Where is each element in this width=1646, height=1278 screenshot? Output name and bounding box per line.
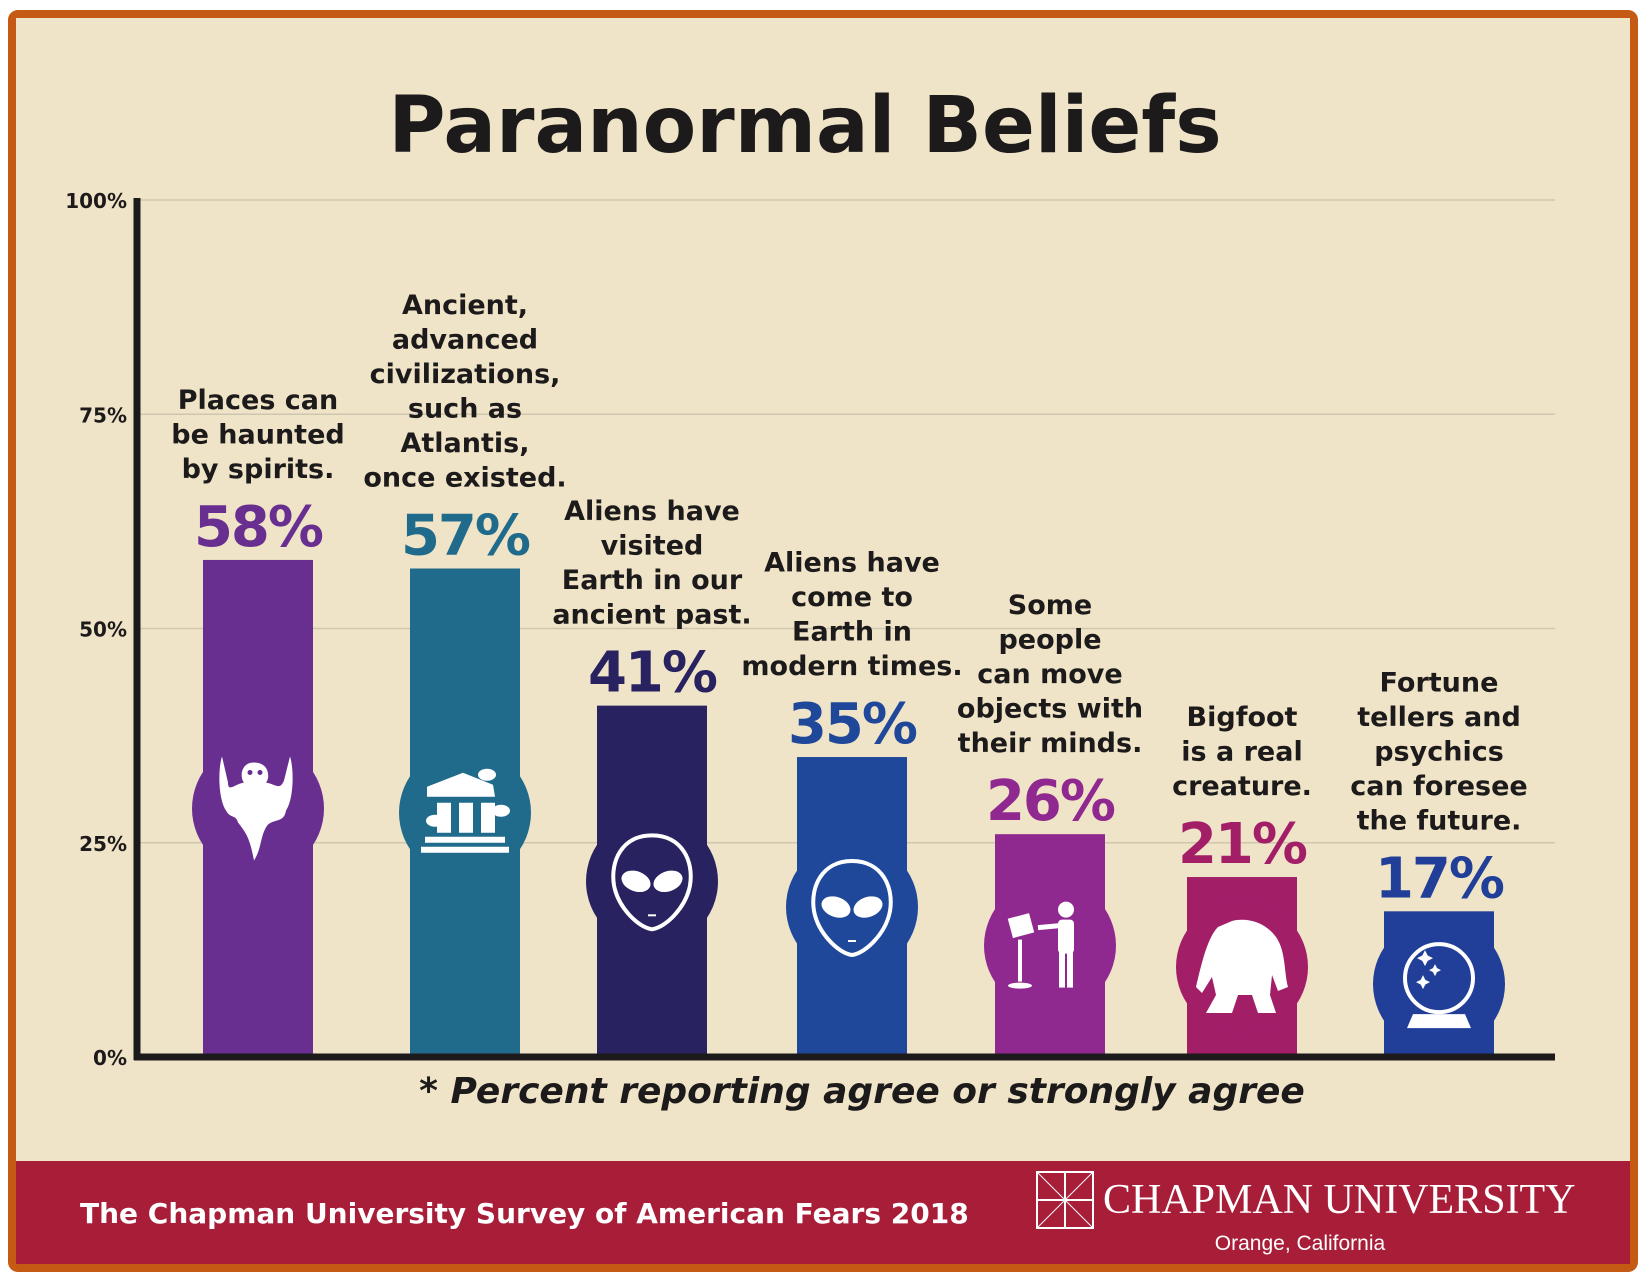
category-label: visited <box>601 531 704 562</box>
category-label: advanced <box>392 325 538 356</box>
category-label: ancient past. <box>552 600 751 631</box>
category-label: Atlantis, <box>401 428 530 459</box>
category-label: objects with <box>957 694 1143 725</box>
category-label: Earth in our <box>562 565 743 596</box>
value-label: 58% <box>194 495 323 560</box>
ghost-eye <box>257 769 263 775</box>
category-label: can move <box>977 659 1122 690</box>
person-arm <box>1037 923 1061 931</box>
temple-step <box>425 836 505 843</box>
sparkle-icon <box>1416 975 1430 990</box>
alien-head <box>611 833 693 932</box>
icon-badge <box>786 841 918 974</box>
category-label: Earth in <box>792 617 912 648</box>
university-name: CHAPMAN UNIVERSITY <box>1103 1177 1576 1223</box>
value-label: 57% <box>401 504 530 569</box>
ghost-shape <box>219 756 293 861</box>
person-head <box>1058 901 1074 918</box>
crystal-ball <box>1403 942 1475 1015</box>
temple-column <box>459 802 473 833</box>
category-label: is a real <box>1181 737 1302 768</box>
box-shadow <box>1008 982 1032 989</box>
bigfoot-shape <box>1196 919 1288 1014</box>
footer-bar <box>16 1161 1630 1264</box>
category-label: creature. <box>1172 771 1312 802</box>
value-label: 41% <box>588 641 717 706</box>
value-label: 21% <box>1178 812 1307 877</box>
crystal-ball-base <box>1407 1014 1471 1029</box>
alien-eye <box>621 870 651 893</box>
temple-roof <box>427 772 495 797</box>
y-tick-label: 25% <box>79 832 127 856</box>
y-tick-label: 100% <box>65 189 127 213</box>
category-label: Aliens have <box>564 496 740 527</box>
frame-border <box>8 10 1638 1272</box>
temple-step <box>421 846 509 853</box>
y-tick-label: 50% <box>79 618 127 642</box>
fish-shape <box>492 804 510 817</box>
alien-icon <box>611 833 693 932</box>
temple-column <box>481 802 495 833</box>
fish-shape <box>478 768 496 781</box>
category-label: can foresee <box>1350 771 1527 802</box>
icon-badge <box>984 879 1116 1012</box>
value-label: 26% <box>986 769 1115 834</box>
category-label: people <box>998 625 1101 656</box>
category-label: be haunted <box>171 419 344 450</box>
alien-eye <box>853 896 883 918</box>
category-label: Bigfoot <box>1187 702 1298 733</box>
category-label: their minds. <box>958 728 1143 759</box>
sparkle-icon <box>1417 950 1433 967</box>
category-label: Places can <box>178 385 339 416</box>
category-label: psychics <box>1374 736 1504 767</box>
floating-box <box>1007 913 1035 939</box>
chapman-logo-icon <box>1036 1171 1094 1229</box>
category-label: Aliens have <box>764 548 940 579</box>
ghost-icon <box>219 756 293 861</box>
footer-survey-title: The Chapman University Survey of America… <box>80 1197 969 1230</box>
alien-head <box>811 859 893 958</box>
alien-eye <box>821 896 851 918</box>
university-location: Orange, California <box>1215 1232 1386 1255</box>
category-label: the future. <box>1357 805 1522 836</box>
category-label: Ancient, <box>402 290 528 321</box>
ghost-eye <box>247 769 253 775</box>
chart-title: Paranormal Beliefs <box>388 81 1221 171</box>
crystal-ball-icon <box>1403 942 1475 1029</box>
sparkle-icon <box>1429 964 1441 977</box>
category-label: modern times. <box>741 651 962 682</box>
category-label: civilizations, <box>370 359 561 390</box>
alien-eye <box>653 870 683 893</box>
value-label: 17% <box>1375 846 1504 911</box>
category-label: come to <box>791 582 913 613</box>
bigfoot-icon <box>1196 919 1288 1014</box>
telekinesis-icon <box>1007 901 1074 989</box>
category-label: tellers and <box>1357 702 1521 733</box>
category-label: Some <box>1008 590 1092 621</box>
y-tick-label: 0% <box>93 1046 127 1070</box>
fish-shape <box>426 814 444 827</box>
category-label: by spirits. <box>182 454 335 485</box>
ruined-temple-icon <box>421 768 510 853</box>
footnote: * Percent reporting agree or strongly ag… <box>419 1071 1305 1112</box>
icon-badge <box>1373 918 1505 1051</box>
axes: 0% 25% 50% 75% 100% <box>65 189 1555 1070</box>
y-tick-label: 75% <box>79 403 127 427</box>
alien-icon <box>811 859 893 958</box>
category-label: once existed. <box>363 463 566 494</box>
value-label: 35% <box>788 692 917 757</box>
icon-badge <box>586 815 718 948</box>
category-label: Fortune <box>1380 667 1499 698</box>
person-body <box>1058 919 1074 954</box>
category-label: such as <box>408 394 522 425</box>
